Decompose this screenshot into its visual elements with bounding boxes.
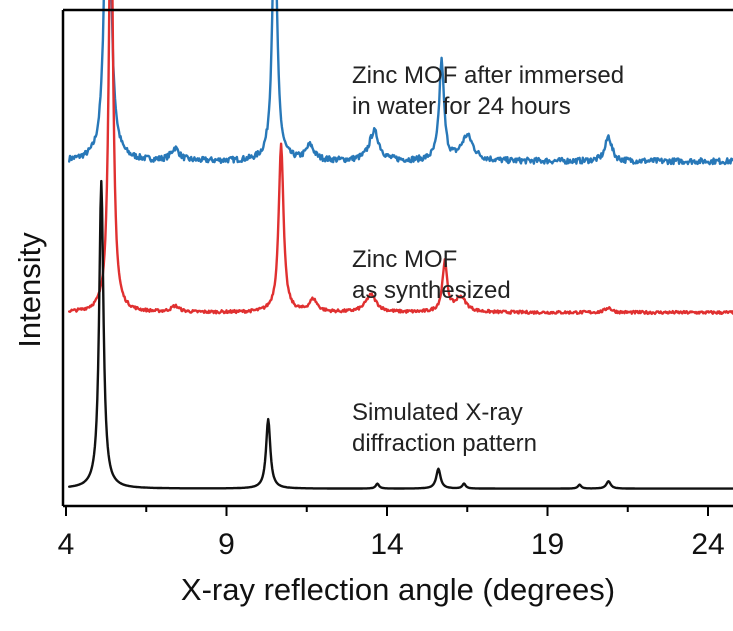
- annotation-synth-line-1: Zinc MOF: [352, 246, 457, 273]
- x-tick-label: 14: [370, 528, 403, 561]
- annotation-water-line-1: Zinc MOF after immersed: [352, 62, 624, 89]
- annotation-water-line-2: in water for 24 hours: [352, 93, 571, 120]
- y-axis-title: Intensity: [12, 232, 47, 348]
- x-ticks: 4 9 14 19 24: [58, 506, 725, 561]
- series-line-synth: [68, 0, 733, 316]
- series-line-sim: [68, 179, 733, 490]
- x-tick-label: 4: [58, 528, 75, 561]
- x-axis-title: X-ray reflection angle (degrees): [181, 572, 615, 607]
- series-line-water: [68, 0, 733, 166]
- traces: [68, 0, 733, 490]
- x-tick-label: 19: [531, 528, 564, 561]
- annotation-sim-line-1: Simulated X-ray: [352, 399, 523, 426]
- x-tick-label: 9: [218, 528, 235, 561]
- x-tick-label: 24: [691, 528, 724, 561]
- annotation-synth-line-2: as synthesized: [352, 277, 511, 304]
- annotation-sim-line-2: diffraction pattern: [352, 430, 537, 457]
